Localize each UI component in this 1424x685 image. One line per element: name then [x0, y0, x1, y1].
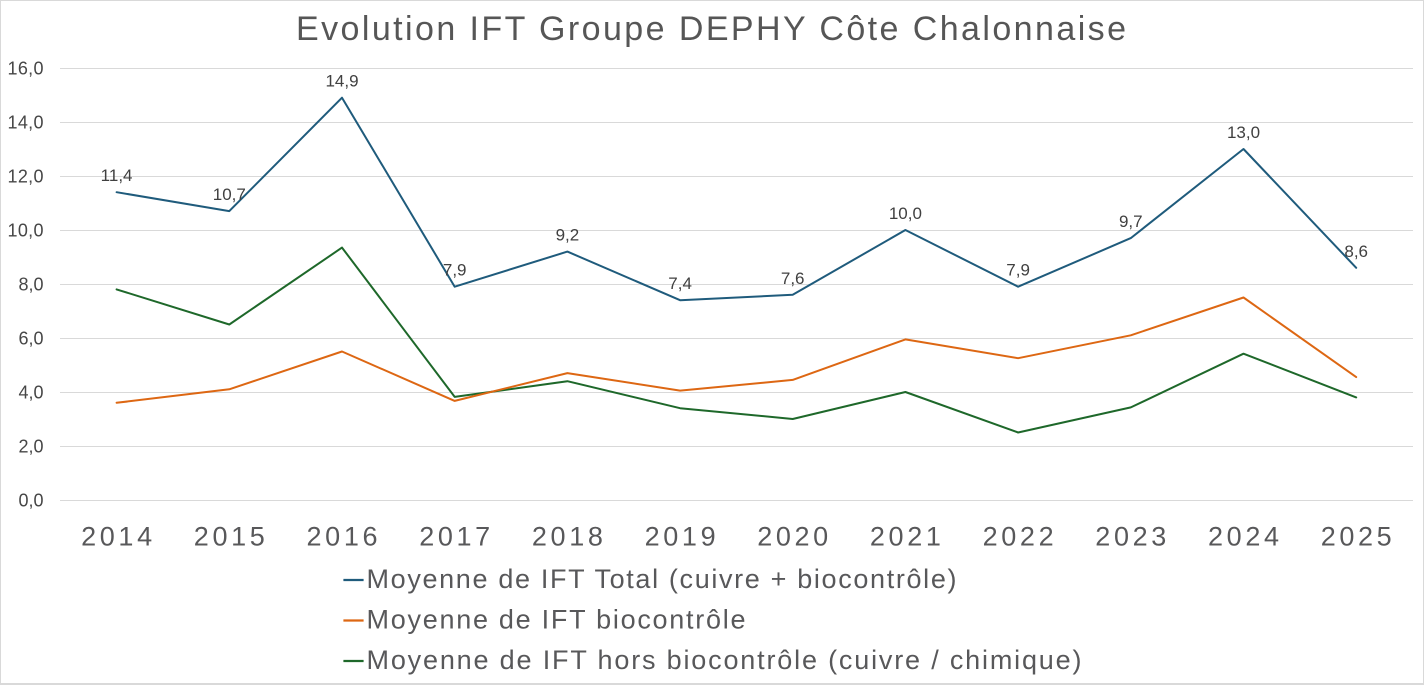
- svg-text:13,0: 13,0: [1227, 123, 1260, 142]
- svg-text:11,4: 11,4: [101, 166, 133, 185]
- svg-text:14,9: 14,9: [325, 72, 358, 91]
- svg-text:0,0: 0,0: [18, 491, 43, 511]
- svg-text:Moyenne de IFT hors biocontrôl: Moyenne de IFT hors biocontrôle (cuivre …: [367, 645, 1082, 675]
- svg-text:2,0: 2,0: [18, 437, 43, 457]
- svg-text:16,0: 16,0: [8, 59, 44, 79]
- svg-text:7,6: 7,6: [781, 269, 805, 288]
- svg-text:6,0: 6,0: [18, 329, 43, 349]
- svg-text:Moyenne de IFT biocontrôle: Moyenne de IFT biocontrôle: [367, 605, 746, 635]
- svg-text:9,7: 9,7: [1119, 212, 1143, 231]
- svg-text:7,9: 7,9: [443, 261, 467, 280]
- svg-text:7,9: 7,9: [1006, 261, 1030, 280]
- svg-text:Moyenne de IFT Total (cuivre +: Moyenne de IFT Total (cuivre + biocontrô…: [367, 564, 957, 594]
- svg-text:12,0: 12,0: [8, 167, 44, 187]
- svg-text:4,0: 4,0: [18, 383, 43, 403]
- svg-text:10,0: 10,0: [8, 221, 44, 241]
- svg-text:10,0: 10,0: [889, 204, 922, 223]
- svg-text:8,6: 8,6: [1344, 242, 1368, 261]
- svg-text:7,4: 7,4: [668, 274, 692, 293]
- svg-text:14,0: 14,0: [8, 113, 44, 133]
- svg-text:10,7: 10,7: [213, 185, 246, 204]
- svg-text:8,0: 8,0: [18, 275, 43, 295]
- svg-text:9,2: 9,2: [556, 226, 580, 245]
- svg-text:Evolution IFT Groupe DEPHY Côt: Evolution IFT Groupe DEPHY Côte Chalonna…: [296, 10, 1126, 48]
